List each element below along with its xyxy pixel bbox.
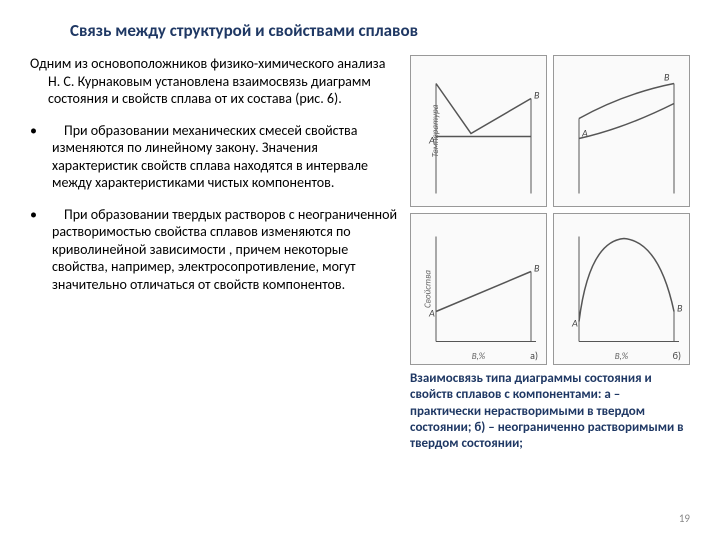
svg-text:B: B xyxy=(534,262,540,275)
figure-caption: Взаимосвязь типа диаграммы состояния и с… xyxy=(410,371,690,452)
bullet-1-text: При образовании механических смесей свой… xyxy=(52,122,400,192)
sublabel-b: б) xyxy=(673,349,681,362)
panel-bottom-right: B,% б) AB xyxy=(553,213,690,365)
svg-text:B: B xyxy=(677,302,683,315)
sublabel-a: a) xyxy=(530,349,538,362)
panel-bottom-left: Свойства B,% a) A B xyxy=(410,213,547,365)
text-column: Одним из основоположников физико-химичес… xyxy=(30,55,400,452)
bullet-1: • При образовании механических смесей св… xyxy=(30,122,400,192)
xlabel-bl: B,% xyxy=(472,351,485,362)
ylabel-temperature: Температура xyxy=(430,105,441,158)
figure-column: Температура AB AB Свойства B,% a) AB B, xyxy=(410,55,690,452)
svg-text:B: B xyxy=(664,71,670,84)
chart-bottom-right: AB xyxy=(554,214,689,364)
svg-text:A: A xyxy=(571,317,578,330)
chart-top-right: AB xyxy=(554,56,689,206)
bullet-2: • При образовании твердых растворов с не… xyxy=(30,206,400,294)
svg-text:A: A xyxy=(428,307,435,320)
page-number: 19 xyxy=(679,512,690,525)
ylabel-properties: Свойства xyxy=(423,270,434,308)
intro-paragraph: Одним из основоположников физико-химичес… xyxy=(30,55,400,108)
bullet-2-text: При образовании твердых растворов с неог… xyxy=(52,206,400,294)
panel-top-left: Температура AB xyxy=(410,55,547,207)
bullet-marker: • xyxy=(30,206,52,294)
svg-text:B: B xyxy=(534,89,540,102)
panel-top-right: AB xyxy=(553,55,690,207)
content-row: Одним из основоположников физико-химичес… xyxy=(30,55,690,452)
bullet-marker: • xyxy=(30,122,52,192)
svg-text:A: A xyxy=(581,127,588,140)
figure-grid: Температура AB AB Свойства B,% a) AB B, xyxy=(410,55,690,365)
xlabel-br: B,% xyxy=(615,351,628,362)
page-title: Связь между структурой и свойствами спла… xyxy=(70,20,690,41)
